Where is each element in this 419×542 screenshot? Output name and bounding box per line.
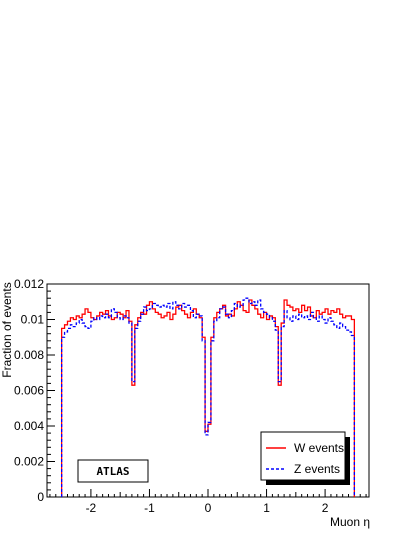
x-axis-ticks: -2 -1 0 1 2 <box>49 489 367 515</box>
legend-box <box>260 431 346 481</box>
legend-label-w: W events <box>294 441 344 455</box>
y-axis-title: Fraction of events <box>0 282 14 377</box>
y-axis-ticks: 0 0.002 0.004 0.006 0.008 0.01 0.012 <box>14 277 55 504</box>
series-layer <box>60 297 356 497</box>
y-tick-label: 0.012 <box>14 277 44 291</box>
atlas-label-box: ATLAS <box>77 459 149 483</box>
y-tick-label: 0.004 <box>14 419 44 433</box>
y-tick-label: 0.002 <box>14 455 44 469</box>
x-tick-label: 1 <box>263 501 270 515</box>
x-tick-label: -1 <box>144 501 155 515</box>
legend-label-z: Z events <box>294 462 340 476</box>
x-tick-label: 0 <box>205 501 212 515</box>
y-tick-label: 0.006 <box>14 384 44 398</box>
y-tick-label: 0.01 <box>21 313 45 327</box>
legend: W events Z events <box>260 431 350 485</box>
atlas-label: ATLAS <box>96 465 129 478</box>
x-tick-label: -2 <box>86 501 97 515</box>
x-tick-label: 2 <box>322 501 329 515</box>
y-tick-label: 0 <box>37 490 44 504</box>
y-tick-label: 0.008 <box>14 348 44 362</box>
x-axis-title: Muon η <box>330 515 370 529</box>
